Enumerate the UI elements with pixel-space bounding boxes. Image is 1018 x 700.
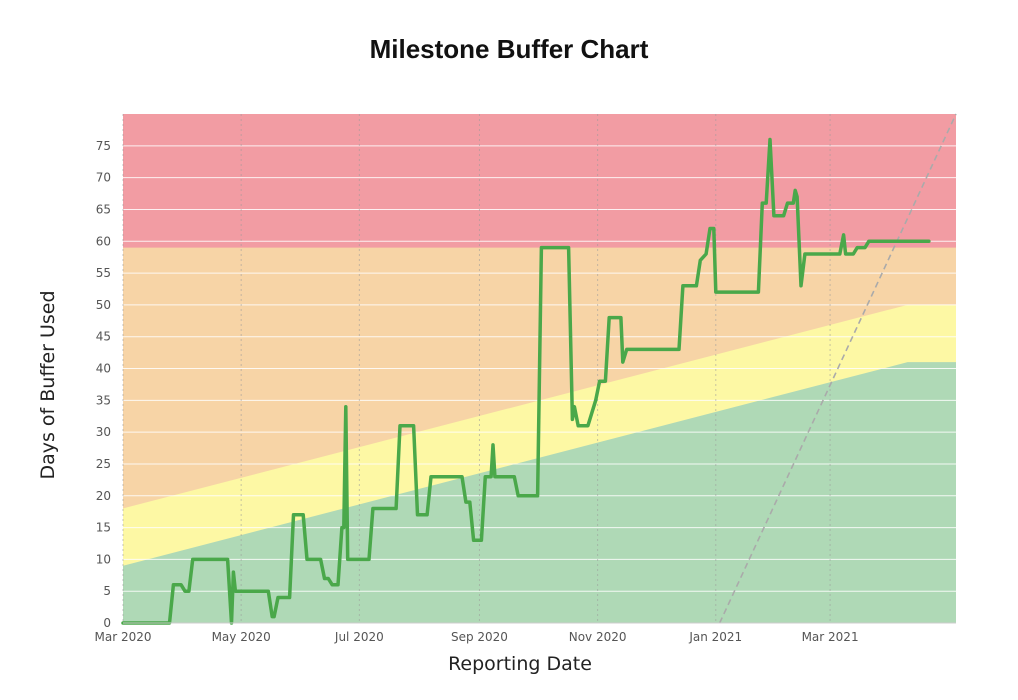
chart-title: Milestone Buffer Chart [369, 34, 649, 64]
y-tick-label: 65 [96, 202, 111, 216]
y-tick-label: 45 [96, 330, 111, 344]
y-tick-label: 20 [96, 489, 111, 503]
y-axis-title: Days of Buffer Used [37, 290, 59, 479]
x-tick-label: May 2020 [212, 630, 271, 644]
x-axis-title: Reporting Date [448, 653, 592, 675]
y-tick-label: 75 [96, 139, 111, 153]
trend-line [718, 113, 957, 624]
gridlines [122, 114, 956, 623]
y-tick-label: 25 [96, 457, 111, 471]
x-tick-label: Jul 2020 [334, 630, 384, 644]
axes: 0 5 10 15 20 25 30 35 40 45 50 55 60 65 70 75 Mar 2020 Ma… [95, 139, 956, 644]
x-tick-label: Mar 2020 [95, 630, 152, 644]
y-tick-label: 15 [96, 521, 111, 535]
red-zone [123, 114, 956, 248]
y-tick-label: 10 [96, 552, 111, 566]
y-tick-label: 0 [103, 616, 111, 630]
y-tick-label: 50 [96, 298, 111, 312]
buffer-used-line [121, 137, 931, 625]
series-layer [121, 137, 931, 625]
y-tick-label: 55 [96, 266, 111, 280]
x-tick-label: Jan 2021 [688, 630, 742, 644]
y-tick-label: 5 [103, 584, 111, 598]
y-tick-label: 40 [96, 362, 111, 376]
x-tick-label: Mar 2021 [802, 630, 859, 644]
y-tick-label: 60 [96, 234, 111, 248]
x-tick-label: Sep 2020 [451, 630, 508, 644]
y-tick-label: 30 [96, 425, 111, 439]
green-zone [123, 362, 956, 623]
y-tick-label: 35 [96, 393, 111, 407]
trend-line-layer [718, 113, 957, 624]
x-tick-label: Nov 2020 [569, 630, 627, 644]
y-tick-label: 70 [96, 171, 111, 185]
